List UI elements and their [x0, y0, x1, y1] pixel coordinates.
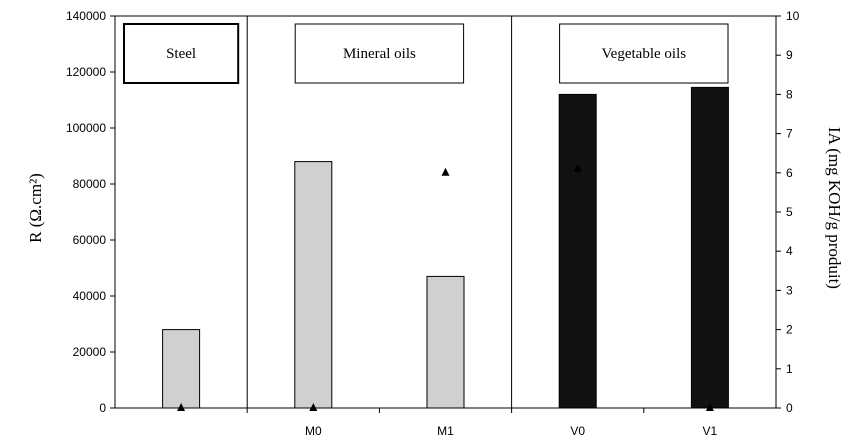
bar — [294, 161, 333, 409]
group-label: Steel — [166, 46, 196, 62]
y-axis-title: R (Ω.cm²) — [26, 173, 45, 243]
y2-tick-label: 10 — [786, 9, 800, 23]
y-tick-label: 0 — [99, 401, 106, 415]
y2-tick-label: 7 — [786, 127, 793, 141]
group-label-box — [559, 23, 729, 84]
group-label: Vegetable oils — [602, 46, 687, 62]
triangle-marker — [177, 403, 186, 411]
bar — [162, 329, 201, 409]
y-tick-label: 100000 — [66, 121, 106, 135]
triangle-marker — [441, 167, 450, 176]
x-tick-label: V1 — [703, 424, 718, 438]
y-tick-label: 120000 — [66, 65, 106, 79]
group-label-box — [123, 23, 240, 84]
y2-tick-label: 4 — [786, 244, 793, 258]
group-label: Mineral oils — [343, 46, 416, 62]
y-tick-label: 140000 — [66, 9, 106, 23]
plot-area: Steel Mineral oils Vegetable oils M0 M1 V0 V1 0… — [66, 9, 800, 438]
triangle-marker — [573, 163, 582, 172]
y2-tick-label: 2 — [786, 323, 793, 337]
y2-tick-label: 0 — [786, 401, 793, 415]
y2-tick-label: 1 — [786, 362, 793, 376]
y-tick-label: 80000 — [73, 177, 107, 191]
y2-tick-label: 9 — [786, 48, 793, 62]
y2-tick-label: 3 — [786, 283, 793, 297]
bar — [690, 86, 729, 409]
x-tick-label: M1 — [437, 424, 454, 438]
y2-axis-title: IA (mg KOH/g produit) — [825, 127, 844, 289]
y2-tick-label: 6 — [786, 166, 793, 180]
y-tick-label: 40000 — [73, 289, 107, 303]
y-tick-label: 20000 — [73, 345, 107, 359]
bar — [558, 93, 597, 409]
y2-tick-label: 5 — [786, 205, 793, 219]
group-label-box — [294, 23, 465, 84]
y2-tick-label: 8 — [786, 87, 793, 101]
x-tick-label: V0 — [570, 424, 585, 438]
triangle-marker — [705, 403, 714, 411]
y-tick-label: 60000 — [73, 233, 107, 247]
bar — [426, 275, 465, 409]
x-tick-label: M0 — [305, 424, 322, 438]
triangle-marker — [309, 403, 318, 411]
